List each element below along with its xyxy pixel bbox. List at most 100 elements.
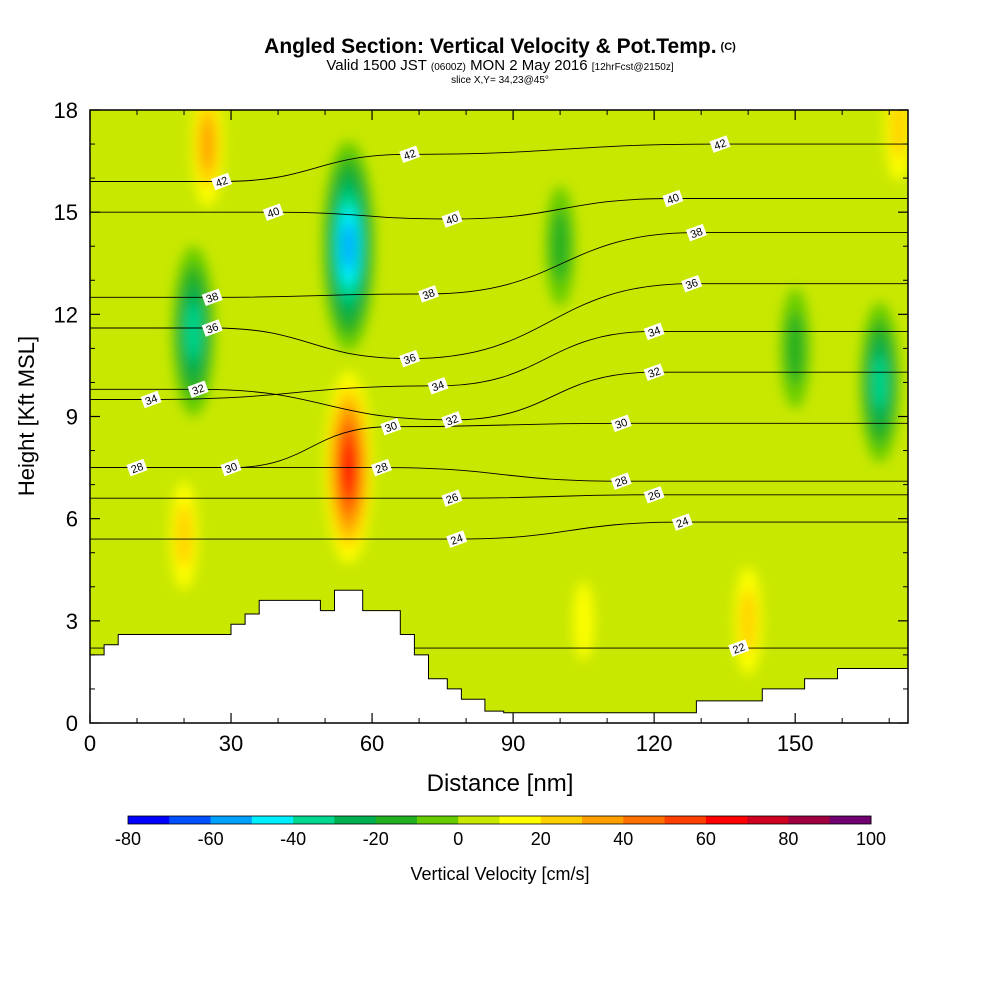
colorbar-swatch xyxy=(293,816,335,824)
colorbar-tick-label: 60 xyxy=(696,829,716,849)
colorbar-label: Vertical Velocity [cm/s] xyxy=(410,864,589,884)
colorbar-swatch xyxy=(375,816,418,824)
colorbar-swatch xyxy=(705,816,748,824)
velocity-cell xyxy=(873,355,887,410)
colorbar-swatch xyxy=(664,816,707,824)
contour-label-text: 42 xyxy=(713,137,729,152)
colorbar-frame xyxy=(127,815,872,825)
contour-label: 36 xyxy=(681,274,703,293)
colorbar-swatch xyxy=(128,816,170,824)
contour-label: 22 xyxy=(728,639,750,657)
velocity-cell xyxy=(573,581,594,660)
contour-label: 36 xyxy=(201,319,223,337)
colorbar-swatch xyxy=(169,816,212,824)
colorbar-swatch xyxy=(582,816,624,824)
x-tick-label: 30 xyxy=(219,731,243,756)
contour-label: 24 xyxy=(671,513,693,531)
colorbar-swatch xyxy=(540,816,583,824)
contour-label-text: 38 xyxy=(205,291,221,306)
contour-label-text: 40 xyxy=(445,212,461,227)
contour-label-text: 30 xyxy=(224,461,240,476)
contour-label-text: 36 xyxy=(684,277,700,292)
contour-label: 42 xyxy=(211,172,233,191)
contour-label-text: 40 xyxy=(266,205,282,220)
contour-label-text: 40 xyxy=(665,192,681,207)
contour-label-text: 36 xyxy=(402,352,418,367)
y-tick-label: 15 xyxy=(54,200,78,225)
colorbar-tick-label: 100 xyxy=(856,829,886,849)
y-tick-label: 3 xyxy=(66,609,78,634)
colorbar-swatch xyxy=(788,816,831,824)
contour-label-text: 34 xyxy=(430,379,446,394)
contour-label-text: 32 xyxy=(191,383,207,398)
contour-label: 24 xyxy=(446,530,468,548)
velocity-cell xyxy=(186,303,201,360)
contour-label: 28 xyxy=(610,472,632,490)
x-tick-label: 60 xyxy=(360,731,384,756)
y-tick-label: 0 xyxy=(66,711,78,736)
contour-label: 26 xyxy=(643,486,665,504)
field-features xyxy=(165,110,908,696)
chart-header: Angled Section: Vertical Velocity & Pot.… xyxy=(0,36,1000,87)
y-tick-label: 6 xyxy=(66,507,78,532)
colorbar-tick-label: 20 xyxy=(531,829,551,849)
terrain-profile xyxy=(89,589,909,724)
velocity-cell xyxy=(342,222,355,271)
contour-label-text: 22 xyxy=(731,641,747,656)
theta-contour-line xyxy=(90,232,908,298)
contour-label-text: 30 xyxy=(383,420,399,435)
contour-label: 30 xyxy=(610,414,632,433)
chart-title: Angled Section: Vertical Velocity & Pot.… xyxy=(264,35,736,58)
velocity-cell xyxy=(786,312,805,385)
contour-label: 36 xyxy=(399,349,421,368)
y-tick-label: 12 xyxy=(54,302,78,327)
contour-label: 34 xyxy=(140,390,162,409)
x-axis-label: Distance [nm] xyxy=(427,770,574,797)
colorbar-swatch xyxy=(623,816,666,824)
contour-label: 40 xyxy=(441,210,463,228)
contour-label-text: 34 xyxy=(144,393,160,408)
y-axis-label: Height [Kft MSL] xyxy=(14,336,39,496)
terrain xyxy=(89,589,909,724)
colorbar-swatch xyxy=(458,816,500,824)
contour-label: 28 xyxy=(126,458,148,477)
colorbar-swatch xyxy=(499,816,542,824)
contour-label-text: 32 xyxy=(445,413,461,428)
contour-label-text: 38 xyxy=(421,287,437,302)
contour-label-text: 24 xyxy=(675,515,691,530)
velocity-field xyxy=(90,110,908,723)
contour-label-text: 42 xyxy=(402,148,418,163)
x-tick-label: 120 xyxy=(636,731,673,756)
y-tick-label: 18 xyxy=(54,98,78,123)
contour-label-text: 28 xyxy=(130,461,146,476)
velocity-cell xyxy=(740,588,757,653)
y-tick-label: 9 xyxy=(66,405,78,430)
contour-label-text: 28 xyxy=(374,461,390,476)
colorbar-tick-label: -20 xyxy=(363,829,389,849)
contour-label: 42 xyxy=(399,145,421,164)
theta-contour-line xyxy=(90,422,908,469)
colorbar-tick-label: 0 xyxy=(453,829,463,849)
contour-label: 30 xyxy=(220,458,242,477)
slice-info: slice X,Y= 34,23@45° xyxy=(451,75,549,86)
contour-label: 32 xyxy=(643,363,665,381)
contour-label: 28 xyxy=(370,458,393,477)
velocity-cell xyxy=(551,210,570,283)
contour-label: 38 xyxy=(417,285,440,303)
theta-contour-line xyxy=(90,283,908,360)
contour-label-text: 42 xyxy=(214,175,230,190)
x-tick-label: 150 xyxy=(777,731,814,756)
copyright-mark: (C) xyxy=(720,41,736,53)
theta-contour-line xyxy=(90,494,908,499)
velocity-cell xyxy=(200,117,215,171)
contour-label: 26 xyxy=(441,489,463,507)
colorbar-swatch xyxy=(251,816,294,824)
colorbar-swatch xyxy=(334,816,377,824)
theta-contour-line xyxy=(90,198,908,220)
contour-label-text: 24 xyxy=(449,532,465,547)
contour-label: 40 xyxy=(262,203,284,221)
colorbar-tick-label: -80 xyxy=(115,829,141,849)
contour-label: 34 xyxy=(643,322,665,341)
